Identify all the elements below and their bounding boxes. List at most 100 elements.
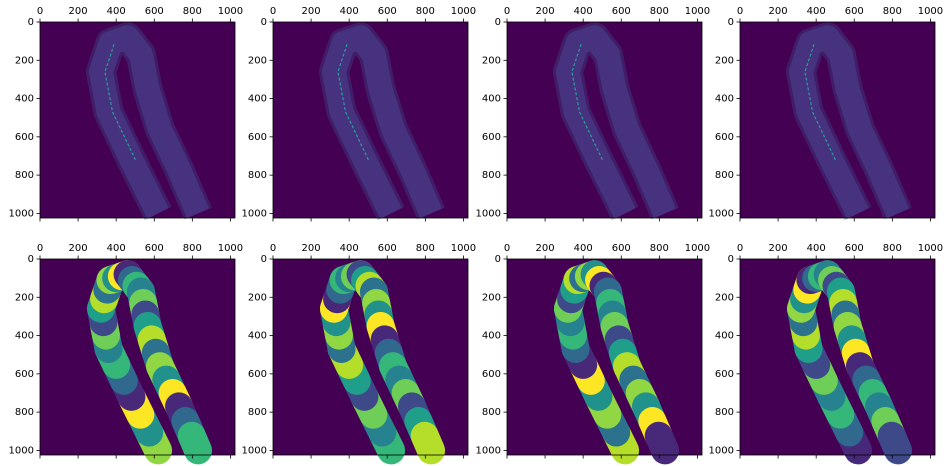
tissue-lumen: [555, 25, 677, 219]
cell-segment: [877, 421, 913, 465]
y-tick-label: 400: [715, 94, 734, 105]
y-tick-label: 1000: [709, 445, 734, 456]
y-tick-label: 600: [482, 132, 501, 143]
y-tick-label: 200: [482, 55, 501, 66]
panel: 0 200 400 600 800 1000 0 200 400 600 800 1000: [9, 6, 243, 222]
x-tick-label: 400: [340, 243, 359, 254]
axes-frame: [739, 258, 936, 456]
x-tick-label: 0: [737, 243, 743, 254]
x-tick-label: 600: [845, 6, 864, 17]
x-tick-label: 1000: [685, 6, 710, 17]
panel: 0 200 400 600 800 1000 0 200 400 600 800 1000: [709, 243, 943, 465]
x-tick-label: 200: [536, 243, 555, 254]
x-tick-label: 200: [769, 6, 788, 17]
y-tick-label: 800: [15, 407, 34, 418]
signal: [571, 42, 603, 161]
x-tick-label: 400: [107, 6, 126, 17]
x-tick-label: 800: [883, 243, 902, 254]
axes-frame: [506, 258, 703, 456]
x-tick-label: 1000: [218, 6, 243, 17]
y-tick-label: 600: [248, 369, 267, 380]
cell-segment: [410, 421, 446, 465]
x-tick-label: 400: [807, 243, 826, 254]
x-tick-label: 0: [737, 6, 743, 17]
y-tick-label: 800: [248, 170, 267, 181]
y-tick-label: 1000: [476, 445, 501, 456]
y-tick-label: 400: [15, 331, 34, 342]
axes-frame: [272, 258, 469, 456]
y-tick-label: 800: [482, 170, 501, 181]
x-tick-label: 1000: [218, 243, 243, 254]
y-tick-label: 200: [15, 55, 34, 66]
x-tick-label: 0: [504, 6, 510, 17]
y-tick-label: 600: [248, 132, 267, 143]
x-tick-label: 0: [37, 6, 43, 17]
cell-segment: [177, 421, 213, 465]
x-tick-label: 400: [107, 243, 126, 254]
x-tick-label: 600: [612, 6, 631, 17]
y-tick-label: 0: [28, 17, 34, 28]
x-tick-label: 1000: [918, 6, 943, 17]
x-tick-label: 1000: [918, 243, 943, 254]
x-tick-label: 200: [69, 6, 88, 17]
y-tick-label: 400: [482, 331, 501, 342]
y-tick-label: 600: [715, 369, 734, 380]
y-tick-label: 200: [248, 292, 267, 303]
y-tick-label: 800: [715, 407, 734, 418]
panel: 0 200 400 600 800 1000 0 200 400 600 800 1000: [476, 243, 710, 465]
x-tick-label: 200: [302, 6, 321, 17]
axes-frame: [739, 21, 936, 219]
y-tick-label: 600: [715, 132, 734, 143]
x-tick-label: 800: [416, 243, 435, 254]
axes-frame: [506, 21, 703, 219]
x-tick-label: 800: [883, 6, 902, 17]
axes-frame: [39, 258, 236, 456]
y-tick-label: 0: [495, 254, 501, 265]
x-tick-label: 600: [378, 6, 397, 17]
y-tick-label: 800: [15, 170, 34, 181]
y-tick-label: 800: [248, 407, 267, 418]
x-tick-label: 1000: [685, 243, 710, 254]
axes-frame: [272, 21, 469, 219]
tissue-lumen: [88, 25, 210, 219]
y-tick-label: 1000: [9, 445, 34, 456]
tissue-lumen: [321, 25, 443, 219]
x-tick-label: 0: [37, 243, 43, 254]
x-tick-label: 800: [183, 6, 202, 17]
x-tick-label: 600: [845, 243, 864, 254]
y-tick-label: 200: [248, 55, 267, 66]
y-tick-label: 200: [715, 292, 734, 303]
tissue-lumen: [788, 25, 910, 219]
y-tick-label: 1000: [709, 208, 734, 219]
y-tick-label: 0: [28, 254, 34, 265]
x-tick-label: 400: [574, 243, 593, 254]
y-tick-label: 200: [482, 292, 501, 303]
x-tick-label: 1000: [451, 243, 476, 254]
signal: [104, 42, 136, 161]
x-tick-label: 200: [302, 243, 321, 254]
x-tick-label: 600: [612, 243, 631, 254]
y-tick-label: 0: [495, 17, 501, 28]
x-tick-label: 200: [769, 243, 788, 254]
y-tick-label: 200: [15, 292, 34, 303]
y-tick-label: 1000: [476, 208, 501, 219]
x-tick-label: 0: [270, 243, 276, 254]
panel: 0 200 400 600 800 1000 0 200 400 600 800 1000: [242, 6, 476, 222]
y-tick-label: 600: [482, 369, 501, 380]
x-tick-label: 800: [416, 6, 435, 17]
y-tick-label: 400: [248, 331, 267, 342]
signal: [804, 42, 836, 161]
y-tick-label: 1000: [242, 445, 267, 456]
y-tick-label: 400: [715, 331, 734, 342]
x-tick-label: 200: [69, 243, 88, 254]
y-tick-label: 800: [715, 170, 734, 181]
x-tick-label: 0: [270, 6, 276, 17]
y-tick-label: 400: [248, 94, 267, 105]
y-tick-label: 400: [15, 94, 34, 105]
x-tick-label: 0: [504, 243, 510, 254]
y-tick-label: 400: [482, 94, 501, 105]
y-tick-label: 600: [15, 369, 34, 380]
x-tick-label: 600: [145, 243, 164, 254]
y-tick-label: 200: [715, 55, 734, 66]
